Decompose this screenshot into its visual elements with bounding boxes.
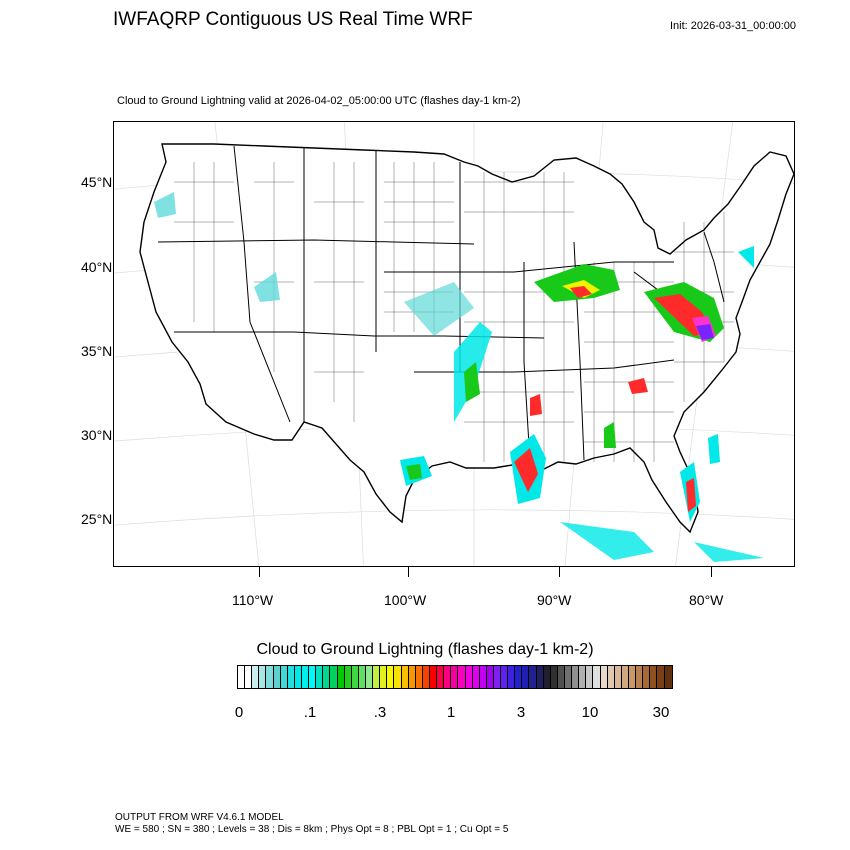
colorbar-swatch: [380, 666, 388, 688]
colorbar-swatch: [394, 666, 402, 688]
footer-config-line: WE = 580 ; SN = 380 ; Levels = 38 ; Dis …: [115, 824, 509, 835]
colorbar-swatch: [614, 666, 622, 688]
lat-label-25: 25°N: [81, 511, 113, 527]
colorbar-swatch: [572, 666, 580, 688]
colorbar-swatch: [301, 666, 310, 688]
colorbar-swatch: [273, 666, 281, 688]
lat-label-30: 30°N: [81, 427, 113, 443]
colorbar-swatch: [486, 666, 494, 688]
colorbar-swatch: [259, 666, 267, 688]
colorbar-swatch: [501, 666, 509, 688]
colorbar-swatch: [529, 666, 537, 688]
colorbar-swatch: [252, 666, 260, 688]
colorbar-swatch: [579, 666, 587, 688]
colorbar-swatch: [593, 666, 601, 688]
page-title: IWFAQRP Contiguous US Real Time WRF: [113, 9, 473, 30]
lon-tick: [259, 567, 260, 577]
colorbar-swatch: [650, 666, 658, 688]
colorbar-swatch: [280, 666, 288, 688]
colorbar-swatch: [266, 666, 274, 688]
plot-subtitle: Cloud to Ground Lightning valid at 2026-…: [117, 95, 521, 107]
lat-label-40: 40°N: [81, 259, 113, 275]
colorbar-swatch: [422, 666, 430, 688]
colorbar-swatch: [664, 666, 672, 688]
colorbar-swatch: [543, 666, 551, 688]
colorbar-tick-1: .1: [303, 704, 317, 721]
colorbar-swatch: [629, 666, 637, 688]
lat-label-45: 45°N: [81, 174, 113, 190]
colorbar-swatch: [408, 666, 416, 688]
colorbar-tick-5: 10: [581, 704, 599, 721]
lon-label-100: 100°W: [384, 592, 427, 608]
colorbar: [237, 665, 673, 689]
colorbar-swatch: [458, 666, 466, 688]
colorbar-swatch: [415, 666, 423, 688]
lon-label-90: 90°W: [537, 592, 572, 608]
footer-model-line: OUTPUT FROM WRF V4.6.1 MODEL: [115, 812, 284, 823]
colorbar-swatch: [238, 666, 246, 688]
colorbar-swatch: [600, 666, 608, 688]
lat-label-35: 35°N: [81, 343, 113, 359]
colorbar-tick-2: .3: [373, 704, 387, 721]
colorbar-swatch: [337, 666, 345, 688]
colorbar-swatch: [358, 666, 366, 688]
colorbar-swatch: [550, 666, 558, 688]
colorbar-swatch: [451, 666, 459, 688]
colorbar-swatch: [330, 666, 338, 688]
lon-tick: [559, 567, 560, 577]
us-lightning-map: [114, 122, 794, 566]
colorbar-swatch: [344, 666, 352, 688]
colorbar-swatch: [401, 666, 409, 688]
colorbar-swatch: [365, 666, 374, 688]
colorbar-title: Cloud to Ground Lightning (flashes day-1…: [256, 641, 594, 658]
colorbar-swatch: [565, 666, 573, 688]
colorbar-swatch: [636, 666, 644, 688]
lon-tick: [711, 567, 712, 577]
colorbar-swatch: [429, 666, 438, 688]
lightning-field: [154, 192, 764, 562]
colorbar-swatch: [557, 666, 566, 688]
colorbar-swatch: [465, 666, 473, 688]
colorbar-swatch: [323, 666, 331, 688]
colorbar-swatch: [536, 666, 544, 688]
lon-label-80: 80°W: [689, 592, 724, 608]
colorbar-swatch: [479, 666, 487, 688]
colorbar-tick-4: 3: [516, 704, 526, 721]
colorbar-swatch: [437, 666, 445, 688]
colorbar-swatch: [586, 666, 594, 688]
colorbar-swatch: [493, 666, 502, 688]
lon-label-110: 110°W: [232, 592, 274, 608]
colorbar-tick-3: 1: [446, 704, 456, 721]
colorbar-tick-0: 0: [234, 704, 244, 721]
colorbar-swatch: [294, 666, 302, 688]
colorbar-swatch: [657, 666, 665, 688]
colorbar-swatch: [387, 666, 395, 688]
colorbar-swatch: [373, 666, 381, 688]
colorbar-swatch: [607, 666, 615, 688]
colorbar-swatch: [245, 666, 253, 688]
colorbar-swatch: [287, 666, 295, 688]
colorbar-swatch: [508, 666, 516, 688]
colorbar-swatch: [351, 666, 359, 688]
colorbar-swatch: [515, 666, 523, 688]
colorbar-swatch: [643, 666, 651, 688]
colorbar-swatch: [309, 666, 317, 688]
init-time-label: Init: 2026-03-31_00:00:00: [670, 20, 796, 32]
colorbar-swatch: [621, 666, 630, 688]
colorbar-swatch: [522, 666, 530, 688]
colorbar-swatch: [472, 666, 480, 688]
colorbar-swatch: [316, 666, 324, 688]
lon-tick: [408, 567, 409, 577]
colorbar-tick-6: 30: [652, 704, 670, 721]
colorbar-swatch: [444, 666, 452, 688]
map-frame: [113, 121, 795, 567]
